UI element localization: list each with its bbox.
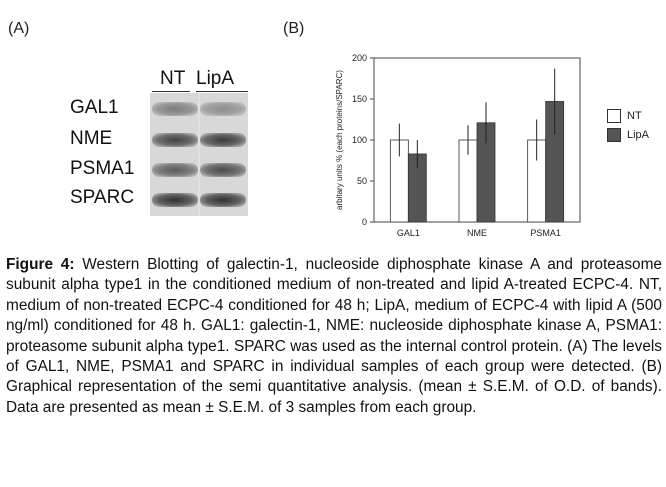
protein-label-psma1: PSMA1 [70, 158, 135, 179]
lane-separator [198, 154, 200, 186]
band-gal1-nt [152, 102, 198, 116]
blot-strip-sparc [150, 184, 248, 216]
y-tick-label-0: 0 [362, 217, 367, 227]
lane-header-lipa: LipA [196, 68, 235, 89]
band-gal1-lipa [200, 102, 246, 116]
lane-separator [198, 124, 200, 156]
legend-item-lipa: LipA [607, 128, 649, 142]
blot-strip-nme [150, 124, 248, 156]
y-tick-label-150: 150 [352, 94, 367, 104]
lane-header-underline-nt [152, 91, 190, 92]
blot-strip-gal1 [150, 93, 248, 125]
protein-label-gal1: GAL1 [70, 97, 119, 118]
band-nme-nt [152, 133, 198, 147]
lane-header-underline-lipa [196, 91, 248, 92]
lane-separator [198, 93, 200, 125]
protein-label-nme: NME [70, 128, 113, 149]
y-tick-label-200: 200 [352, 53, 367, 63]
figure-label: Figure 4: [6, 256, 75, 273]
lane-header-nt: NT [160, 68, 186, 89]
legend-swatch-lipa [607, 128, 621, 142]
x-tick-label-psma1: PSMA1 [530, 228, 561, 238]
y-axis-label: arbitary units % (each proteins/SPARC) [335, 70, 344, 210]
band-psma1-lipa [200, 163, 246, 177]
band-nme-lipa [200, 133, 246, 147]
y-tick-label-50: 50 [357, 176, 367, 186]
band-sparc-lipa [200, 193, 246, 207]
y-tick-label-100: 100 [352, 135, 367, 145]
legend-label-lipa: LipA [627, 129, 650, 141]
legend-item-nt: NT [607, 109, 642, 123]
protein-label-sparc: SPARC [70, 187, 135, 208]
figure-caption: Figure 4: Western Blotting of galectin-1… [6, 255, 662, 418]
caption-text: Western Blotting of galectin-1, nucleosi… [6, 256, 662, 416]
legend-label-nt: NT [627, 110, 642, 122]
panel-b-label: (B) [283, 20, 305, 37]
x-tick-label-gal1: GAL1 [397, 228, 420, 238]
lane-separator [198, 184, 200, 216]
x-tick-label-nme: NME [467, 228, 487, 238]
panel-a-label: (A) [8, 20, 30, 37]
band-sparc-nt [152, 193, 198, 207]
bar-chart: 0 50 100 150 200 arbitary units % (each prote… [335, 53, 581, 238]
legend-swatch-nt [607, 109, 621, 123]
band-psma1-nt [152, 163, 198, 177]
blot-strip-psma1 [150, 154, 248, 186]
